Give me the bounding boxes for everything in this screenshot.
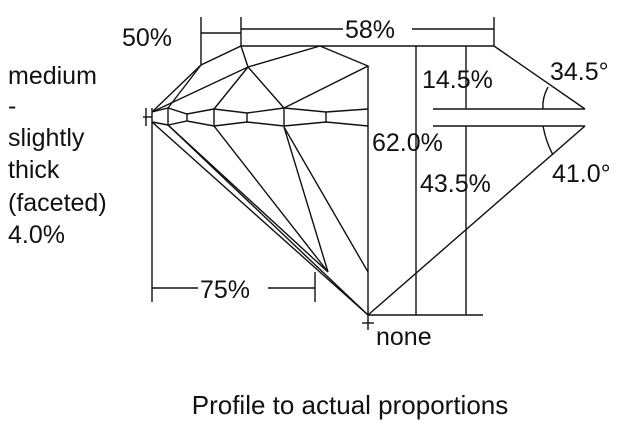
girdle-label-line: (faceted) xyxy=(8,189,107,217)
pavilion-angle-label: 41.0° xyxy=(552,160,611,188)
crown-outline-left xyxy=(151,45,494,113)
girdle-label-line: slightly xyxy=(8,124,85,152)
girdle-label-line: - xyxy=(8,92,16,120)
pavilion-facet-line xyxy=(167,124,369,316)
dimension-lines xyxy=(151,17,495,302)
girdle xyxy=(143,107,369,127)
girdle-top-line xyxy=(151,107,369,115)
pavilion-facet-line xyxy=(213,125,329,273)
crown-facets xyxy=(151,45,494,113)
girdle-thickness-label: medium - slightly thick (faceted) 4.0% xyxy=(8,62,107,249)
crown-angle-label: 34.5° xyxy=(550,58,609,86)
diagram-caption: Profile to actual proportions xyxy=(192,390,509,420)
crown-facet-line xyxy=(167,64,202,109)
crown-height-label: 14.5% xyxy=(422,66,493,94)
girdle-label-line: thick xyxy=(8,156,60,184)
pavilion-facet-line xyxy=(167,124,329,273)
crown-facet-line xyxy=(213,66,249,110)
crown-angle-arc xyxy=(542,86,549,110)
pavilion-facet-line xyxy=(283,126,369,273)
pavilion-facet-line xyxy=(283,126,329,273)
pavilion-outline xyxy=(151,121,369,316)
pavilion-angle-arc xyxy=(542,125,554,156)
crown-facet-line xyxy=(240,45,285,109)
pavilion-slope xyxy=(367,125,586,316)
crown-facet-line xyxy=(151,45,370,113)
culet-label: none xyxy=(376,323,432,351)
girdle-label-line: medium xyxy=(8,62,97,90)
lower-girdle-label: 75% xyxy=(200,276,250,304)
girdle-label-line: 4.0% xyxy=(8,221,65,249)
star-length-label: 50% xyxy=(122,24,172,52)
total-depth-label: 62.0% xyxy=(372,129,443,157)
girdle-bottom-line xyxy=(151,120,369,127)
table-percent-label: 58% xyxy=(345,16,395,44)
pavilion-facets xyxy=(151,66,374,330)
right-profile xyxy=(367,45,586,316)
crown-slope xyxy=(493,45,586,110)
pavilion-depth-label: 43.5% xyxy=(420,170,491,198)
